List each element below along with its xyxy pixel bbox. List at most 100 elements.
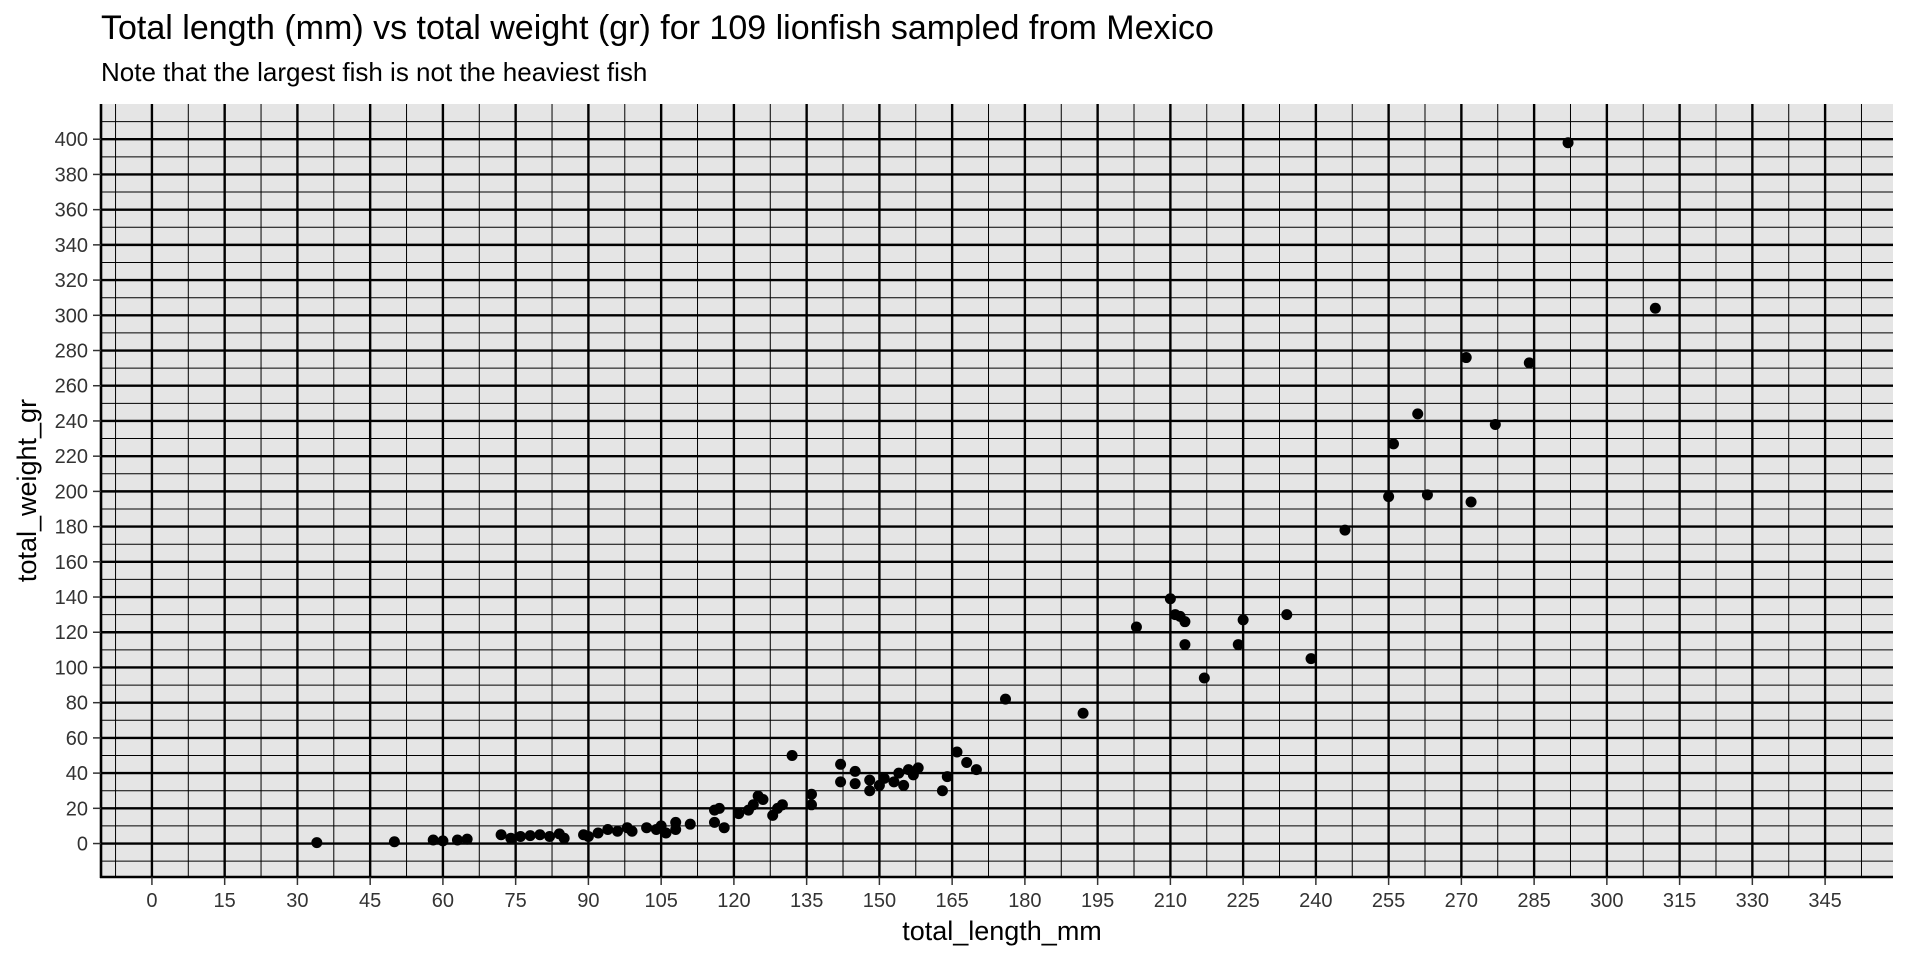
x-axis-title: total_length_mm <box>902 916 1102 946</box>
x-tick-label: 150 <box>863 890 896 912</box>
y-tick-label: 140 <box>55 587 88 609</box>
data-point <box>713 802 725 814</box>
major-gridlines <box>101 104 1893 877</box>
data-point <box>835 758 847 770</box>
data-point <box>805 788 817 800</box>
data-point <box>544 831 556 843</box>
data-point <box>1130 621 1142 633</box>
data-point <box>912 762 924 774</box>
data-point <box>999 693 1011 705</box>
y-tick-label: 100 <box>55 657 88 679</box>
data-point <box>1232 639 1244 651</box>
data-point <box>835 776 847 788</box>
data-point <box>641 822 653 834</box>
x-tick-label: 180 <box>1008 890 1041 912</box>
data-point <box>1305 653 1317 665</box>
x-tick-label: 210 <box>1154 890 1187 912</box>
data-point <box>461 833 473 845</box>
data-point <box>776 799 788 811</box>
data-point <box>1412 408 1424 420</box>
data-point <box>1383 491 1395 503</box>
y-axis-ticks: 0 20 40 60 80 100 120 140 160 180 200 220 240 260 280 3… <box>55 129 101 856</box>
data-point <box>708 816 720 828</box>
y-tick-label: 20 <box>66 798 88 820</box>
data-point <box>961 757 973 769</box>
y-tick-label: 120 <box>55 622 88 644</box>
x-tick-label: 15 <box>214 890 236 912</box>
y-tick-label: 200 <box>55 481 88 503</box>
data-point <box>733 808 745 820</box>
data-point <box>515 831 527 843</box>
data-point <box>495 829 507 841</box>
x-tick-label: 45 <box>359 890 381 912</box>
y-tick-label: 400 <box>55 129 88 151</box>
y-tick-label: 60 <box>66 728 88 750</box>
x-tick-label: 30 <box>286 890 308 912</box>
y-tick-label: 0 <box>77 834 88 856</box>
data-point <box>1387 438 1399 450</box>
y-tick-label: 300 <box>55 305 88 327</box>
x-axis-ticks: 0 15 30 45 60 75 90 105 120 135 150 165 180 195 210 225… <box>146 877 1842 912</box>
y-tick-label: 340 <box>55 235 88 257</box>
x-tick-label: 240 <box>1299 890 1332 912</box>
x-tick-label: 75 <box>505 890 527 912</box>
data-point <box>898 779 910 791</box>
data-point <box>534 829 546 841</box>
data-point <box>757 794 769 806</box>
chart-subtitle: Note that the largest fish is not the he… <box>101 57 648 87</box>
data-point <box>849 778 861 790</box>
x-tick-label: 0 <box>146 890 157 912</box>
data-point <box>1179 639 1191 651</box>
y-tick-label: 360 <box>55 200 88 222</box>
data-point <box>582 831 594 843</box>
y-tick-label: 80 <box>66 693 88 715</box>
x-tick-label: 60 <box>432 890 454 912</box>
data-point <box>951 746 963 758</box>
y-tick-label: 220 <box>55 446 88 468</box>
data-point <box>1523 357 1535 369</box>
y-tick-label: 240 <box>55 411 88 433</box>
data-point <box>718 822 730 834</box>
data-point <box>747 799 759 811</box>
x-tick-label: 195 <box>1081 890 1114 912</box>
data-point <box>936 785 948 797</box>
x-tick-label: 345 <box>1808 890 1841 912</box>
y-tick-label: 180 <box>55 517 88 539</box>
data-point <box>888 776 900 788</box>
data-point <box>1649 302 1661 314</box>
data-point <box>893 767 905 779</box>
data-point <box>602 823 614 835</box>
data-point <box>878 772 890 784</box>
data-point <box>970 764 982 776</box>
y-tick-label: 280 <box>55 341 88 363</box>
y-tick-label: 40 <box>66 763 88 785</box>
data-point <box>437 835 449 847</box>
x-tick-label: 90 <box>577 890 599 912</box>
data-point <box>849 765 861 777</box>
x-tick-label: 120 <box>717 890 750 912</box>
data-point <box>1164 593 1176 605</box>
x-tick-label: 315 <box>1663 890 1696 912</box>
data-point <box>670 816 682 828</box>
data-points <box>311 137 1661 849</box>
data-point <box>864 785 876 797</box>
data-point <box>864 774 876 786</box>
data-point <box>1077 707 1089 719</box>
y-tick-label: 260 <box>55 376 88 398</box>
data-point <box>626 825 638 837</box>
data-point <box>558 832 570 844</box>
data-point <box>941 771 953 783</box>
x-tick-label: 270 <box>1445 890 1478 912</box>
chart-title: Total length (mm) vs total weight (gr) f… <box>101 9 1214 47</box>
data-point <box>786 750 798 762</box>
y-axis-title: total_weight_gr <box>12 399 42 582</box>
x-tick-label: 105 <box>644 890 677 912</box>
y-tick-label: 320 <box>55 270 88 292</box>
x-tick-label: 255 <box>1372 890 1405 912</box>
data-point <box>612 825 624 837</box>
data-point <box>1179 616 1191 628</box>
data-point <box>388 836 400 848</box>
data-point <box>1198 672 1210 684</box>
x-tick-label: 135 <box>790 890 823 912</box>
